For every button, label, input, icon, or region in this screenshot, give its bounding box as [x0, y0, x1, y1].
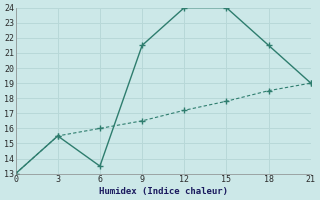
- X-axis label: Humidex (Indice chaleur): Humidex (Indice chaleur): [99, 187, 228, 196]
